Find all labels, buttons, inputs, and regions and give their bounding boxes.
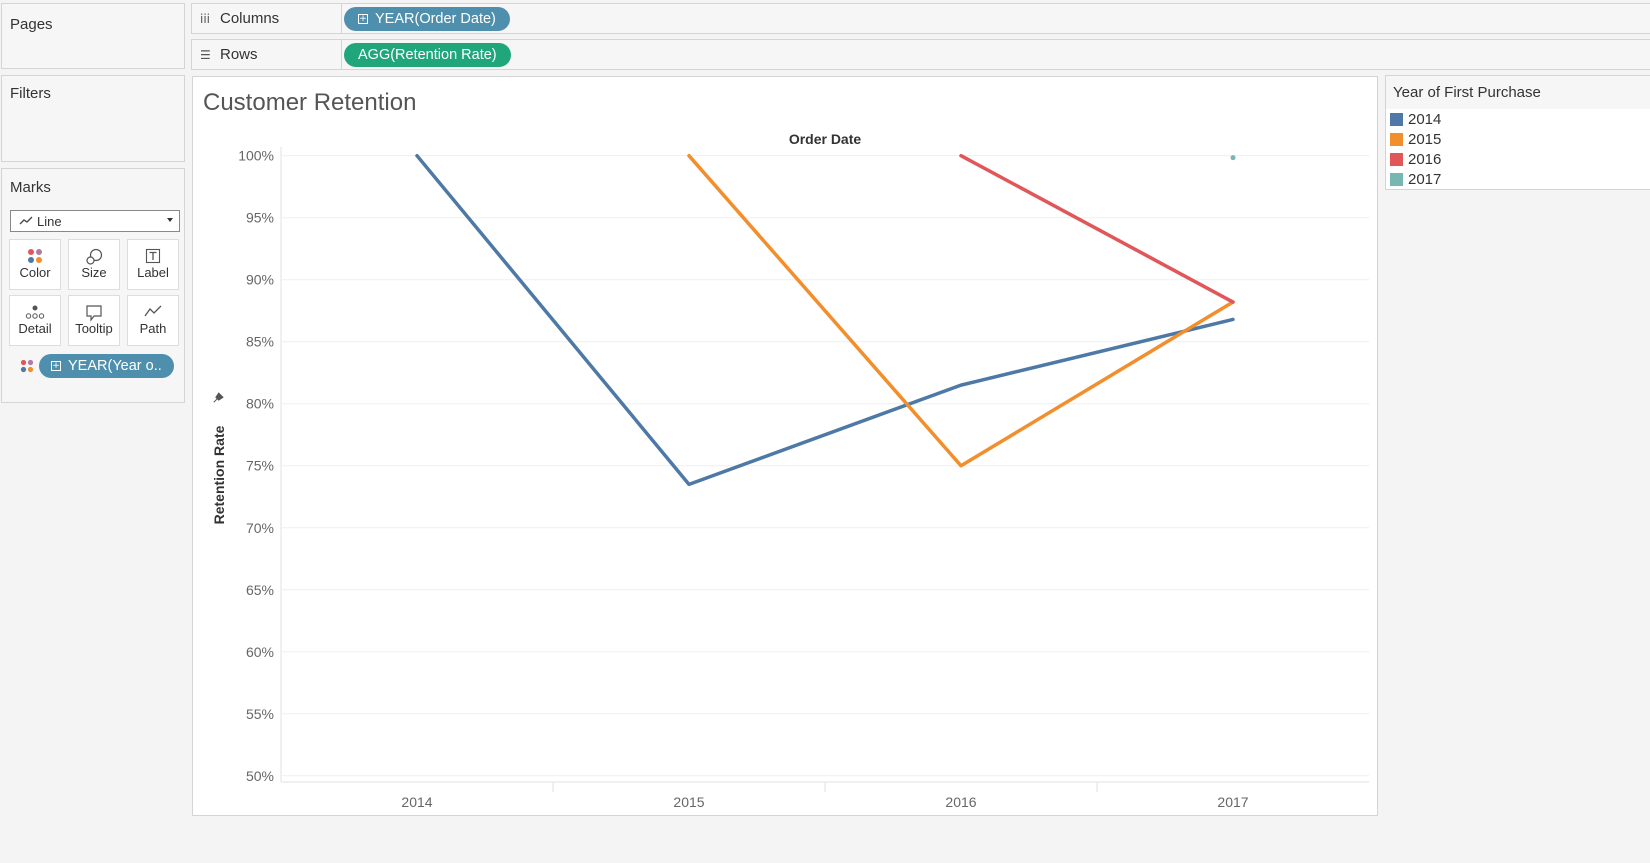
legend-item-2017[interactable]: 2017	[1390, 170, 1441, 188]
legend-item-2014[interactable]: 2014	[1390, 110, 1441, 128]
columns-icon: iii	[200, 11, 211, 26]
color-field-pill[interactable]: + YEAR(Year o..	[39, 354, 174, 378]
legend-item-label: 2014	[1408, 110, 1442, 128]
x-axis-title: Order Date	[789, 131, 862, 147]
retention-rate-pill[interactable]: AGG(Retention Rate)	[344, 43, 511, 67]
series-line-2014[interactable]	[415, 153, 1235, 487]
y-tick-label: 95%	[246, 210, 274, 226]
expand-icon: +	[358, 14, 368, 24]
x-tick-label: 2015	[673, 794, 704, 810]
y-axis-title: Retention Rate	[211, 425, 227, 524]
y-axis-ticks: 100% 95% 90% 85% 80% 75% 70% 65% 60% 55% 50%	[238, 148, 274, 784]
y-tick-label: 60%	[246, 644, 274, 660]
pin-icon[interactable]	[212, 392, 224, 404]
tooltip-button-label: Tooltip	[75, 321, 113, 336]
y-tick-label: 80%	[246, 396, 274, 412]
viz-title: Customer Retention	[203, 89, 417, 116]
columns-label-text: Columns	[220, 10, 280, 27]
legend-item-2016[interactable]: 2016	[1390, 150, 1441, 168]
path-icon	[128, 304, 178, 322]
filters-panel[interactable]: Filters	[1, 75, 185, 162]
marks-panel-title: Marks	[10, 179, 51, 196]
color-field-pill-label: YEAR(Year o..	[68, 358, 162, 374]
order-date-pill-label: YEAR(Order Date)	[375, 11, 496, 27]
rows-shelf-label: ☰ Rows	[192, 40, 342, 69]
y-tick-label: 65%	[246, 582, 274, 598]
size-icon	[69, 248, 119, 266]
color-encoding-icon	[20, 359, 34, 378]
legend-item-label: 2017	[1408, 170, 1442, 188]
color-button[interactable]: Color	[9, 239, 61, 290]
mark-type-dropdown[interactable]: Line	[10, 210, 180, 232]
y-tick-label: 70%	[246, 520, 274, 536]
legend-title: Year of First Purchase	[1393, 84, 1541, 101]
marks-panel: Marks Line Color Size	[1, 168, 185, 403]
y-tick-label: 50%	[246, 768, 274, 784]
legend-swatch	[1390, 112, 1403, 126]
y-tick-label: 55%	[246, 706, 274, 722]
columns-shelf-label: iii Columns	[192, 4, 342, 33]
x-axis-ticks: 2014 2015 2016 2017	[401, 794, 1248, 810]
gridlines	[280, 147, 1369, 792]
tooltip-icon	[69, 304, 119, 322]
legend-item-label: 2015	[1408, 130, 1442, 148]
retention-rate-pill-label: AGG(Retention Rate)	[358, 47, 497, 63]
y-tick-label: 90%	[246, 272, 274, 288]
y-tick-label: 100%	[238, 148, 274, 164]
detail-button-label: Detail	[18, 321, 52, 336]
y-tick-label: 75%	[246, 458, 274, 474]
expand-icon: +	[51, 361, 61, 371]
color-legend: Year of First Purchase 2014 2015 2016 20…	[1385, 75, 1650, 190]
color-button-label: Color	[19, 265, 51, 280]
legend-item-2015[interactable]: 2015	[1390, 130, 1441, 148]
x-tick-label: 2016	[945, 794, 976, 810]
pages-panel: Pages	[1, 3, 185, 69]
rows-icon: ☰	[200, 47, 211, 62]
legend-swatch	[1390, 152, 1403, 166]
y-tick-label: 85%	[246, 334, 274, 350]
tooltip-button[interactable]: Tooltip	[68, 295, 120, 346]
label-button-label: Label	[137, 265, 169, 280]
series-point-2017[interactable]	[1230, 155, 1236, 161]
legend-swatch	[1390, 172, 1403, 186]
legend-header	[1386, 76, 1650, 109]
series-line-2015[interactable]	[687, 153, 1235, 468]
label-icon	[128, 248, 178, 266]
legend-swatch	[1390, 132, 1403, 146]
viz-panel: Customer Retention 100% 95% 90% 85% 80% 75% 70…	[192, 76, 1378, 816]
line-chart[interactable]: 100%95%90%85%80%75%70%65%60%55%50% 2014 2…	[193, 77, 1379, 817]
x-tick-label: 2017	[1217, 794, 1248, 810]
columns-shelf: iii Columns + YEAR(Order Date)	[191, 3, 1650, 34]
label-button[interactable]: Label	[127, 239, 179, 290]
x-tick-label: 2014	[401, 794, 432, 810]
mark-type-value: Line	[37, 213, 62, 229]
path-button[interactable]: Path	[127, 295, 179, 346]
series-line-2016[interactable]	[959, 153, 1235, 304]
path-button-label: Path	[139, 321, 167, 336]
legend-item-label: 2016	[1408, 150, 1442, 168]
filters-panel-title: Filters	[10, 85, 51, 102]
pages-panel-title: Pages	[10, 16, 53, 33]
rows-shelf: ☰ Rows AGG(Retention Rate)	[191, 39, 1650, 70]
chevron-down-icon	[167, 218, 173, 222]
line-mark-icon	[19, 216, 33, 225]
detail-button[interactable]: Detail	[9, 295, 61, 346]
size-button[interactable]: Size	[68, 239, 120, 290]
order-date-pill[interactable]: + YEAR(Order Date)	[344, 7, 510, 31]
rows-label-text: Rows	[220, 46, 258, 63]
detail-icon	[10, 304, 60, 322]
size-button-label: Size	[81, 265, 107, 280]
color-icon	[10, 248, 60, 266]
series-lines[interactable]	[415, 153, 1236, 487]
